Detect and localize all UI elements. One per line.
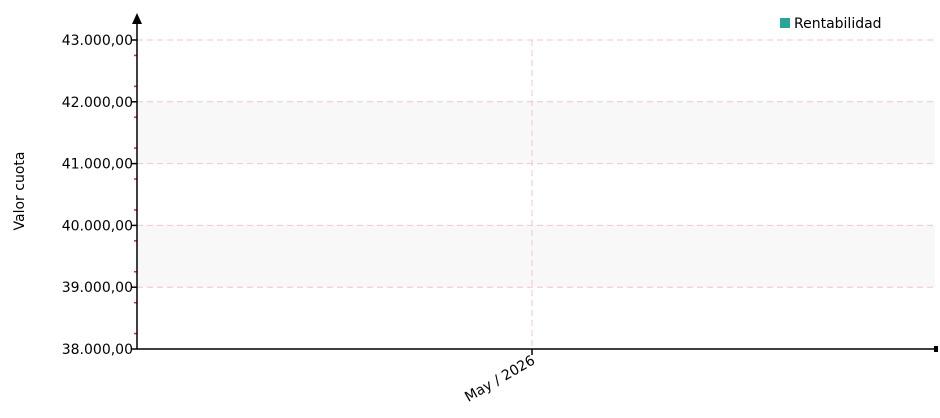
y-axis-ticks: 38.000,00 39.000,00 40.000,00 41.000,00 42.0… bbox=[62, 33, 137, 358]
legend-swatch-rentabilidad bbox=[780, 18, 790, 28]
x-tick-label: May / 2026 bbox=[462, 353, 538, 406]
y-axis-arrow-icon bbox=[132, 13, 142, 24]
y-tick-label: 43.000,00 bbox=[62, 33, 133, 49]
y-tick-label: 39.000,00 bbox=[62, 280, 133, 296]
horizontal-gridlines bbox=[137, 39, 935, 288]
grid-bands bbox=[137, 101, 935, 288]
x-axis-end-marker bbox=[934, 346, 938, 352]
y-tick-label: 40.000,00 bbox=[62, 218, 133, 234]
y-tick-label: 42.000,00 bbox=[62, 95, 133, 111]
y-tick-label: 41.000,00 bbox=[62, 157, 133, 173]
grid-band bbox=[137, 225, 935, 288]
x-axis-ticks: May / 2026 bbox=[462, 349, 538, 406]
legend: Rentabilidad bbox=[780, 16, 882, 32]
legend-label-rentabilidad: Rentabilidad bbox=[794, 16, 882, 32]
y-tick-label: 38.000,00 bbox=[62, 342, 133, 358]
grid-band bbox=[137, 101, 935, 164]
y-axis-title: Valor cuota bbox=[12, 152, 28, 231]
